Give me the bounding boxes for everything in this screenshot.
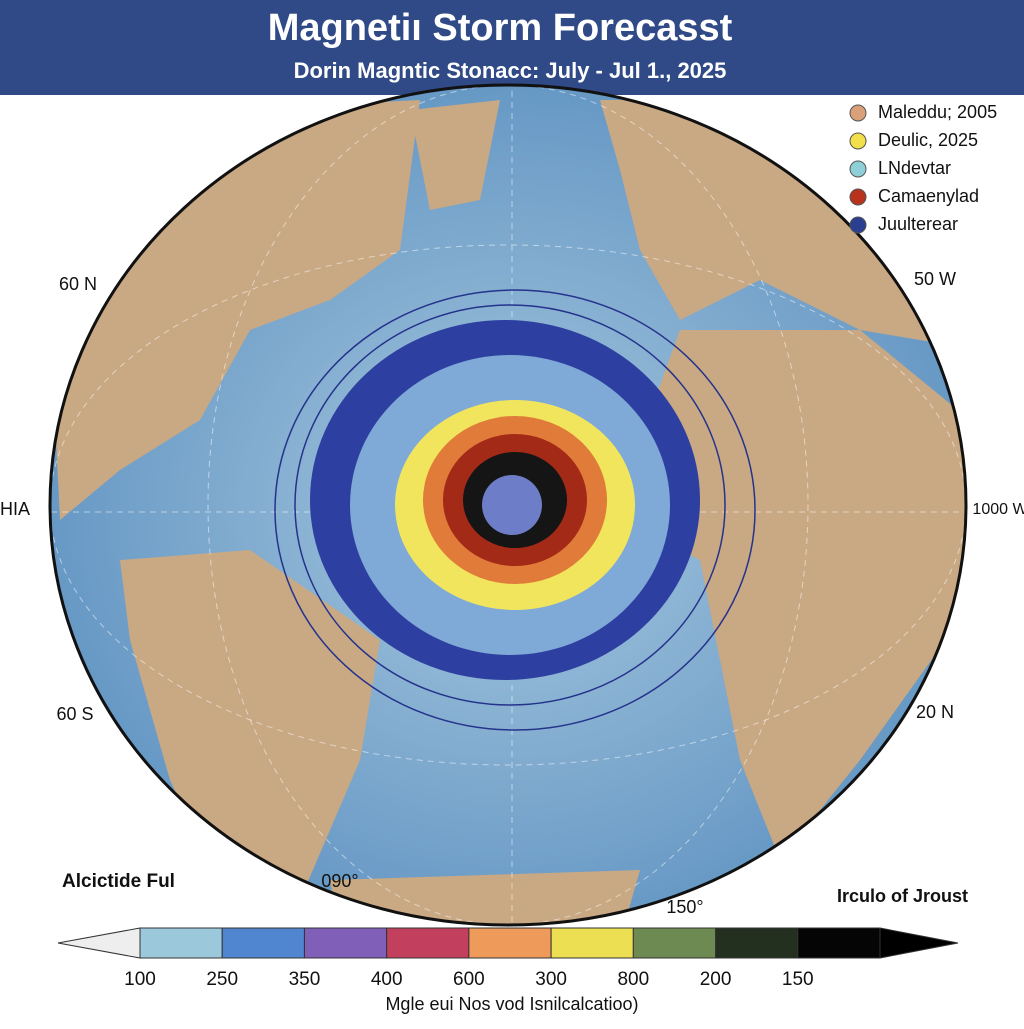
- colorbar-segment: [139, 927, 223, 959]
- colorbar-segment: [715, 927, 799, 959]
- colorbar-segment: [550, 927, 634, 959]
- colorbar-label: 250: [206, 969, 238, 990]
- colorbar-segment: [386, 927, 470, 959]
- corner-label: Irculo of Jroust: [837, 886, 968, 906]
- title: Magnetiı Storm Forecasst: [268, 7, 733, 49]
- map-label: 60 S: [56, 704, 93, 724]
- colorbar-label: 600: [453, 969, 485, 990]
- colorbar-caption: Mgle eui Nos vod Isnilcalcatioo): [385, 994, 638, 1014]
- colorbar-segment: [468, 927, 552, 959]
- colorbar-end: [57, 927, 141, 959]
- legend-label: Maleddu; 2005: [878, 102, 997, 122]
- colorbar-label: 800: [617, 969, 649, 990]
- legend-label: Juulterear: [878, 214, 958, 234]
- legend-label: LNdevtar: [878, 158, 951, 178]
- legend-label: Deulic, 2025: [878, 130, 978, 150]
- colorbar-label: 150: [782, 969, 814, 990]
- corner-label: Alcictide Ful: [62, 871, 175, 892]
- colorbar-label: 300: [535, 969, 567, 990]
- colorbar-segment: [221, 927, 305, 959]
- header-band: [0, 0, 1024, 95]
- colorbar-segment: [303, 927, 388, 959]
- colorbar-segment: [797, 927, 881, 959]
- globe-outline: [48, 83, 968, 927]
- legend-swatch: [849, 188, 867, 206]
- colorbar-label: 100: [124, 969, 156, 990]
- colorbar-end: [879, 927, 959, 959]
- map-label: 150°: [666, 897, 703, 917]
- colorbar-label: 350: [289, 969, 321, 990]
- legend-swatch: [849, 216, 867, 234]
- map-label: 090°: [321, 871, 358, 891]
- colorbar-label: 400: [371, 969, 403, 990]
- colorbar-segment: [632, 927, 717, 959]
- legend-swatch: [849, 104, 867, 122]
- subtitle: Dorin Magntic Stonacc: July - Jul 1., 20…: [294, 58, 727, 83]
- colorbar-label: 200: [700, 969, 732, 990]
- legend-label: Camaenylad: [878, 186, 979, 206]
- map-label: 60 N: [59, 274, 97, 294]
- legend-swatch: [849, 132, 867, 150]
- map-label: 50 W: [914, 269, 956, 289]
- legend-swatch: [849, 160, 867, 178]
- map-label: 1000 W: [972, 501, 1024, 518]
- map-label: HIA: [0, 499, 30, 519]
- map-label: 20 N: [916, 702, 954, 722]
